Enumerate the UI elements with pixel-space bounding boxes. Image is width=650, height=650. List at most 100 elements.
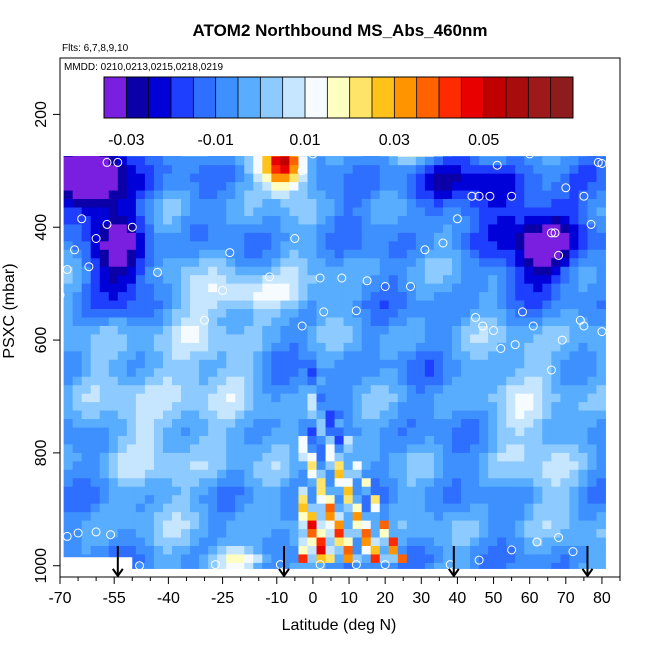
heat-cell (361, 351, 372, 361)
heat-cell (72, 300, 83, 310)
heat-cell (90, 419, 101, 428)
heat-cell (551, 410, 561, 420)
heat-cell (153, 427, 164, 437)
heat-cell (325, 419, 335, 428)
heat-cell (379, 368, 390, 378)
heat-cell (217, 393, 227, 403)
heat-cell (72, 173, 83, 183)
heat-cell (397, 224, 408, 234)
heat-cell (334, 545, 345, 555)
heat-cell (361, 478, 372, 488)
heat-cell (199, 376, 209, 386)
heat-cell (596, 376, 606, 386)
observation-point (597, 327, 607, 337)
heat-cell (126, 444, 137, 454)
heat-cell (135, 562, 146, 569)
heat-cell (72, 199, 83, 208)
heat-cell (533, 334, 543, 344)
heat-cell (199, 156, 209, 166)
heat-cell (90, 393, 101, 403)
heat-cell (506, 503, 516, 513)
heat-cell (361, 410, 372, 420)
heat-cell (524, 486, 534, 496)
heat-cell (235, 156, 245, 166)
heat-cell (72, 351, 83, 361)
heat-cell (144, 182, 155, 191)
heat-cell (144, 199, 155, 208)
heat-cell (235, 224, 245, 234)
heat-cell (298, 512, 308, 521)
heat-cell (406, 342, 417, 352)
heat-cell (388, 368, 399, 378)
observation-point (420, 245, 430, 255)
heat-cell (352, 461, 363, 471)
heat-cell (424, 427, 435, 437)
heat-cell (108, 427, 119, 437)
heat-cell (117, 376, 128, 386)
heat-cell (415, 182, 426, 191)
heat-cell (199, 275, 209, 285)
heat-cell (190, 419, 200, 428)
heat-cell (181, 495, 191, 505)
heat-cell (72, 512, 83, 521)
heat-cell (126, 224, 137, 234)
heat-cell (235, 368, 245, 378)
heat-cell (81, 469, 92, 479)
heat-cell (397, 444, 408, 454)
heat-cell (388, 461, 399, 471)
heat-cell (217, 300, 227, 310)
heat-cell (298, 232, 308, 242)
heat-cell (307, 266, 317, 276)
heat-cell (379, 385, 390, 395)
heat-cell (415, 444, 426, 454)
heat-cell (153, 402, 164, 411)
heat-cell (578, 342, 588, 352)
heat-cell (578, 207, 588, 217)
heat-cell (352, 317, 363, 327)
heat-cell (415, 258, 426, 268)
heat-cell (452, 452, 462, 462)
heat-cell (560, 342, 570, 352)
observation-point (351, 560, 361, 570)
heat-cell (569, 520, 579, 530)
heat-cell (253, 520, 263, 530)
heat-cell (497, 410, 507, 420)
heat-cell (181, 419, 191, 428)
heat-cell (370, 258, 381, 268)
heat-cell (542, 258, 552, 268)
heat-cell (542, 241, 552, 251)
heat-cell (524, 562, 534, 569)
heat-cell (208, 545, 218, 555)
heat-cell (325, 266, 335, 276)
heat-cell (551, 469, 561, 479)
heat-cell (90, 300, 101, 310)
heat-cell (379, 545, 390, 555)
heat-cell (397, 309, 408, 318)
heat-cell (199, 173, 209, 183)
x-tick-label: -70 (48, 590, 71, 607)
heat-cell (280, 545, 290, 555)
heat-cell (244, 325, 254, 335)
heat-cell (162, 410, 173, 420)
heat-cell (388, 249, 399, 259)
heat-cell (126, 427, 137, 437)
heat-cell (172, 215, 182, 225)
heat-cell (379, 292, 390, 301)
heat-cell (479, 478, 489, 488)
heat-cell (596, 258, 606, 268)
heat-cell (569, 266, 579, 276)
heat-cell (596, 266, 606, 276)
heat-cell (578, 165, 588, 175)
heat-cell (397, 283, 408, 293)
heat-cell (316, 258, 326, 268)
heat-cell (533, 249, 543, 259)
heat-cell (135, 334, 146, 344)
heat-cell (524, 232, 534, 242)
observation-point (297, 166, 307, 176)
heat-cell (433, 419, 444, 428)
heat-cell (352, 452, 363, 462)
heat-cell (99, 165, 110, 175)
heat-cell (497, 537, 507, 547)
chart-title: ATOM2 Northbound MS_Abs_460nm (192, 21, 487, 40)
heat-cell (569, 351, 579, 361)
